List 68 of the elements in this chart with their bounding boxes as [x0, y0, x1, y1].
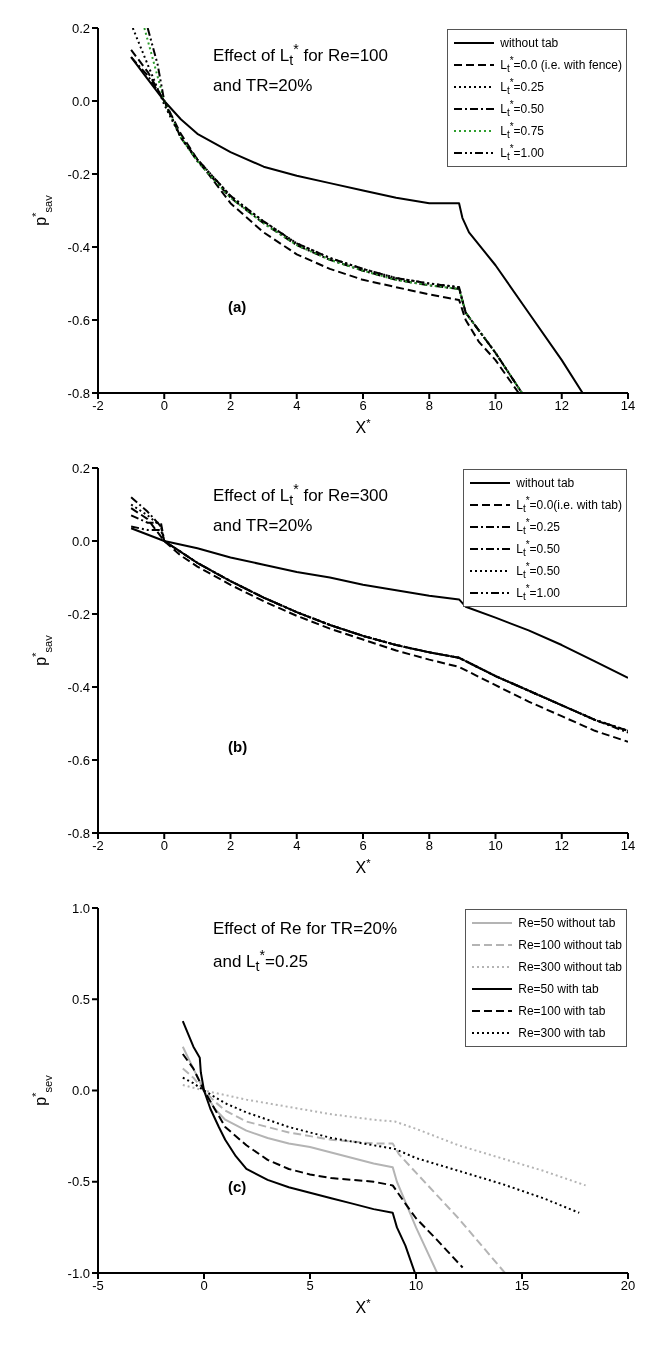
- y-tick-label: -0.6: [67, 752, 90, 768]
- x-tick-label: 14: [620, 838, 636, 854]
- x-tick-label: -2: [92, 838, 104, 854]
- x-tick-label: 4: [293, 398, 301, 414]
- y-tick-label: -0.8: [67, 825, 90, 841]
- x-tick-label: 5: [306, 1278, 314, 1294]
- y-tick-label: 0.0: [71, 533, 90, 549]
- x-tick-label: 0: [200, 1278, 208, 1294]
- x-tick-label: 10: [488, 838, 503, 854]
- legend-label: L$_{t}$$^{*}$=0.25: [516, 517, 560, 537]
- annotation: (a): [228, 298, 247, 315]
- y-tick-label: -0.4: [67, 679, 90, 695]
- legend-label: L$_{t}$$^{*}$=1.00: [516, 583, 560, 603]
- x-tick-label: 10: [408, 1278, 424, 1294]
- x-tick-label: 2: [226, 838, 235, 854]
- x-tick-label: -2: [92, 398, 104, 414]
- x-tick-label: 6: [359, 838, 367, 854]
- x-tick-label: 10: [488, 398, 503, 414]
- legend-label: L$_{t}$$^{*}$=1.00: [500, 143, 544, 163]
- legend-label: L$_{t}$$^{*}$=0.0 (i.e. with fence): [500, 55, 622, 75]
- text: Effect of L$_{t}$$^{*}$ for Re=300 and TR=20%: [213, 480, 388, 538]
- y-tick-label: 0.0: [71, 1083, 90, 1099]
- legend-label: Re=300 with tab: [518, 1026, 606, 1040]
- x-tick-label: 15: [514, 1278, 530, 1294]
- x-axis-title: X$^{*}$: [355, 857, 372, 876]
- legend-label: L$_{t}$$^{*}$=0.25: [500, 77, 544, 97]
- x-tick-label: 4: [293, 838, 301, 854]
- y-tick-label: 0.2: [71, 20, 90, 36]
- x-tick-label: 14: [620, 398, 636, 414]
- legend-label: without tab: [516, 476, 575, 490]
- text: Effect of L$_{t}$$^{*}$ for Re=100 and TR=20%: [213, 40, 388, 98]
- x-axis-title: X$^{*}$: [355, 1297, 372, 1316]
- legend-label: without tab: [500, 36, 559, 50]
- y-tick-label: -1.0: [67, 1265, 90, 1281]
- legend-label: L$_{t}$$^{*}$=0.50: [500, 99, 544, 119]
- legend-label: L$_{t}$$^{*}$=0.0(i.e. with tab): [516, 495, 622, 515]
- y-tick-label: 0.2: [71, 460, 90, 476]
- annotation: (c): [228, 1178, 247, 1195]
- legend-label: Re=300 without tab: [518, 960, 622, 974]
- x-tick-label: 0: [160, 838, 168, 854]
- y-tick-label: 1.0: [71, 900, 90, 916]
- y-tick-label: -0.2: [67, 606, 90, 622]
- y-tick-label: -0.6: [67, 312, 90, 328]
- y-tick-label: -0.2: [67, 166, 90, 182]
- x-tick-label: 2: [226, 398, 235, 414]
- y-tick-label: 0.5: [71, 991, 90, 1007]
- x-tick-label: 12: [554, 398, 569, 414]
- x-tick-label: 20: [620, 1278, 636, 1294]
- x-tick-label: 8: [425, 398, 433, 414]
- legend-label: Re=100 without tab: [518, 938, 622, 952]
- text: Effect of Re for TR=20% and L$_{t}$$^{*}$=0.25: [213, 918, 398, 977]
- legend-label: Re=50 with tab: [518, 982, 599, 996]
- y-tick-label: -0.8: [67, 385, 90, 401]
- annotation: (b): [228, 738, 248, 755]
- y-tick-label: -0.5: [67, 1174, 90, 1190]
- y-tick-label: -0.4: [67, 239, 90, 255]
- y-tick-label: 0.0: [71, 93, 90, 109]
- x-tick-label: 0: [160, 398, 168, 414]
- x-tick-label: 6: [359, 398, 367, 414]
- x-tick-label: 8: [425, 838, 433, 854]
- x-tick-label: 12: [554, 838, 569, 854]
- legend-label: L$_{t}$$^{*}$=0.75: [500, 121, 544, 141]
- legend-label: L$_{t}$$^{*}$=0.50: [516, 539, 560, 559]
- legend-label: Re=50 without tab: [518, 916, 616, 930]
- legend-label: Re=100 with tab: [518, 1004, 606, 1018]
- x-tick-label: -5: [92, 1278, 104, 1294]
- x-axis-title: X$^{*}$: [355, 417, 372, 436]
- legend-label: L$_{t}$$^{*}$=0.50: [516, 561, 560, 581]
